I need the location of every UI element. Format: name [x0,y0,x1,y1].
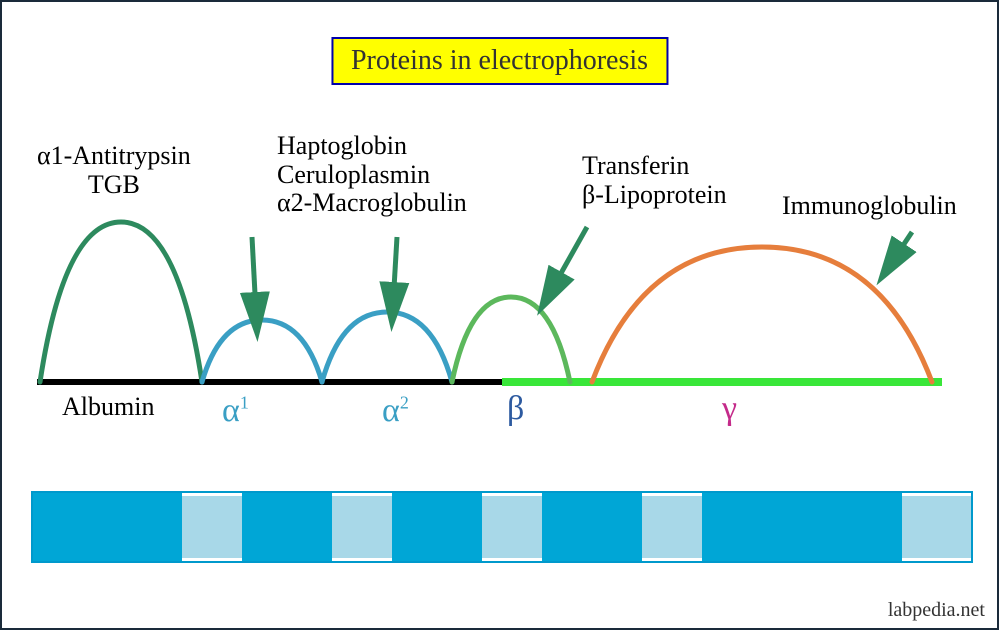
gel-band [702,492,902,562]
peak-alpha1 [202,320,322,382]
gel-band [392,492,482,562]
peak-gamma [592,247,932,382]
arrow-gamma [882,232,912,277]
axis-alpha2: α2 [382,392,409,430]
axis-gamma: γ [722,390,737,428]
peak-albumin [40,222,202,382]
electrophoresis-chart [2,2,999,630]
credit-text: labpedia.net [888,599,985,622]
gel-band [242,492,332,562]
gel-band [482,496,542,558]
arrow-alpha1 [252,237,257,332]
gel-band [182,496,242,558]
arrow-beta [542,227,587,307]
axis-beta: β [507,390,524,428]
axis-alpha1: α1 [222,392,249,430]
gel-band [32,492,182,562]
gel-band [332,496,392,558]
peak-beta [452,297,570,382]
peak-alpha2 [322,312,452,382]
diagram-container: Proteins in electrophoresis α1-Antitryps… [0,0,999,630]
gel-band [542,492,642,562]
gel-band [642,496,702,558]
gel-band [902,496,972,558]
arrow-alpha2 [392,237,397,322]
axis-albumin: Albumin [62,392,154,422]
